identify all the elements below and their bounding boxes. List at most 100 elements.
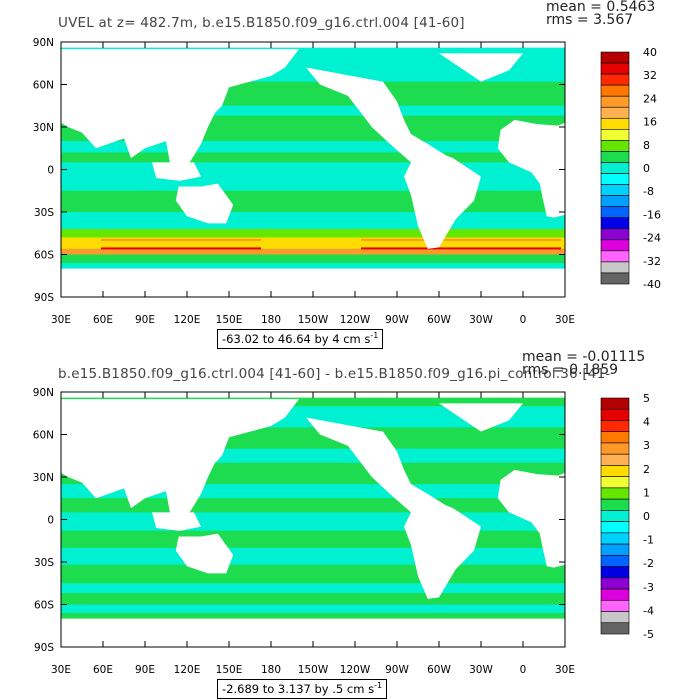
colorbar-swatch [600,206,630,219]
lon-label: 30W [469,314,493,326]
land-mask [61,42,299,180]
colorbar-swatch [600,476,630,489]
map-plot: 90N 60N 30N 0 30S 60S 90S 30E 60E 90E 120E 150E 180 1… [33,387,654,676]
current-streak [361,247,561,250]
colorbar-label: 2 [643,463,650,476]
contour-range-label: -63.02 to 46.64 by 4 cm s-1 [217,329,384,349]
current-streak [361,238,561,241]
velocity-band [61,162,565,177]
colorbar-swatch [600,151,630,163]
colorbar-swatch [600,543,630,556]
lat-label: 30N [33,122,54,134]
colorbar-swatch [600,173,630,185]
stat-rms: rms = 0.1859 [522,362,619,378]
land-mask [152,162,201,181]
contour-range-label: -2.689 to 3.137 by .5 cm s-1 [217,679,388,699]
colorbar-swatch [600,84,630,97]
velocity-band [61,547,565,565]
colorbar-label: -40 [643,278,661,291]
colorbar-label: -2 [643,557,654,570]
lat-label: 90S [34,292,54,304]
colorbar-label: -1 [643,534,654,547]
colorbar-swatch [600,487,630,500]
lon-label: 120E [174,314,201,326]
land-mask [61,268,565,297]
land-mask [306,417,481,599]
stat-rms: rms = 3.567 [546,12,634,28]
land-mask [152,512,201,531]
colorbar-swatch [600,588,630,601]
land-mask [61,392,299,530]
colorbar-swatch [600,239,630,252]
lat-label: 0 [47,515,54,527]
colorbar-swatch [600,465,630,477]
velocity-band [61,176,565,191]
map-field [61,42,565,297]
colorbar-swatch [600,51,630,64]
range-exponent: -1 [374,681,383,690]
velocity-band [61,512,565,531]
colorbar-label: -5 [643,628,654,641]
land-mask [497,119,565,218]
colorbar-swatch [600,566,630,579]
panel-top: UVEL at z= 482.7m, b.e15.B1850.f09_g16.c… [33,0,661,349]
land-mask [439,403,523,432]
colorbar-swatch [600,95,630,108]
colorbar-swatch [600,62,630,75]
lon-label: 180 [261,314,281,326]
land-mask [497,469,565,568]
land-mask [175,183,234,224]
colorbar-swatch [600,117,630,130]
colorbar-label: -32 [643,255,661,268]
lon-label: 30W [469,664,493,676]
colorbar-swatch [600,217,630,230]
colorbar-swatch [600,195,630,207]
colorbar-label: 3 [643,439,650,452]
lat-label: 90N [33,387,54,399]
colorbar-swatch [600,250,630,263]
colorbar-label: 40 [643,46,657,59]
velocity-band [61,248,565,255]
lon-label: 30E [555,314,575,326]
current-streak [101,247,261,250]
colorbar-swatch [600,453,630,466]
colorbar-label: -16 [643,208,661,221]
colorbar-label: 1 [643,486,650,499]
stat-mean: mean = -0.01115 [522,349,646,365]
lat-label: 60S [34,250,54,262]
colorbar-label: -3 [643,581,654,594]
lat-label: 0 [47,165,54,177]
colorbar-label: 32 [643,69,657,82]
colorbar-swatch [600,408,630,421]
lon-label: 120W [340,314,371,326]
colorbar-swatch [600,184,630,196]
velocity-band [61,152,565,163]
lon-label: 90W [385,664,409,676]
colorbar-swatch [600,431,630,444]
lon-label: 0 [520,664,527,676]
velocity-band [61,141,565,153]
colorbar-swatch [600,577,630,590]
colorbar-swatch [600,599,630,612]
panel-title: b.e15.B1850.f09_g16.ctrl.004 [41-60] - b… [58,366,611,382]
velocity-band [61,593,565,605]
panel-title: UVEL at z= 482.7m, b.e15.B1850.f09_g16.c… [58,15,465,31]
velocity-band [61,254,565,263]
lat-label: 30S [34,207,54,219]
velocity-band [61,212,565,229]
velocity-band [61,530,565,548]
colorbar-label: 8 [643,139,650,152]
lon-label: 120W [340,664,371,676]
velocity-band [61,564,565,584]
velocity-band [61,237,565,249]
lat-label: 60S [34,600,54,612]
velocity-band [61,604,565,613]
colorbar-swatch [600,261,630,274]
range-text: -2.689 to 3.137 by .5 cm s [222,681,375,696]
lat-label: 60N [33,430,54,442]
lon-label: 60E [93,314,113,326]
lon-label: 30E [51,314,71,326]
colorbar-swatch [600,73,630,86]
land-mask [175,533,234,574]
lat-label: 30S [34,557,54,569]
